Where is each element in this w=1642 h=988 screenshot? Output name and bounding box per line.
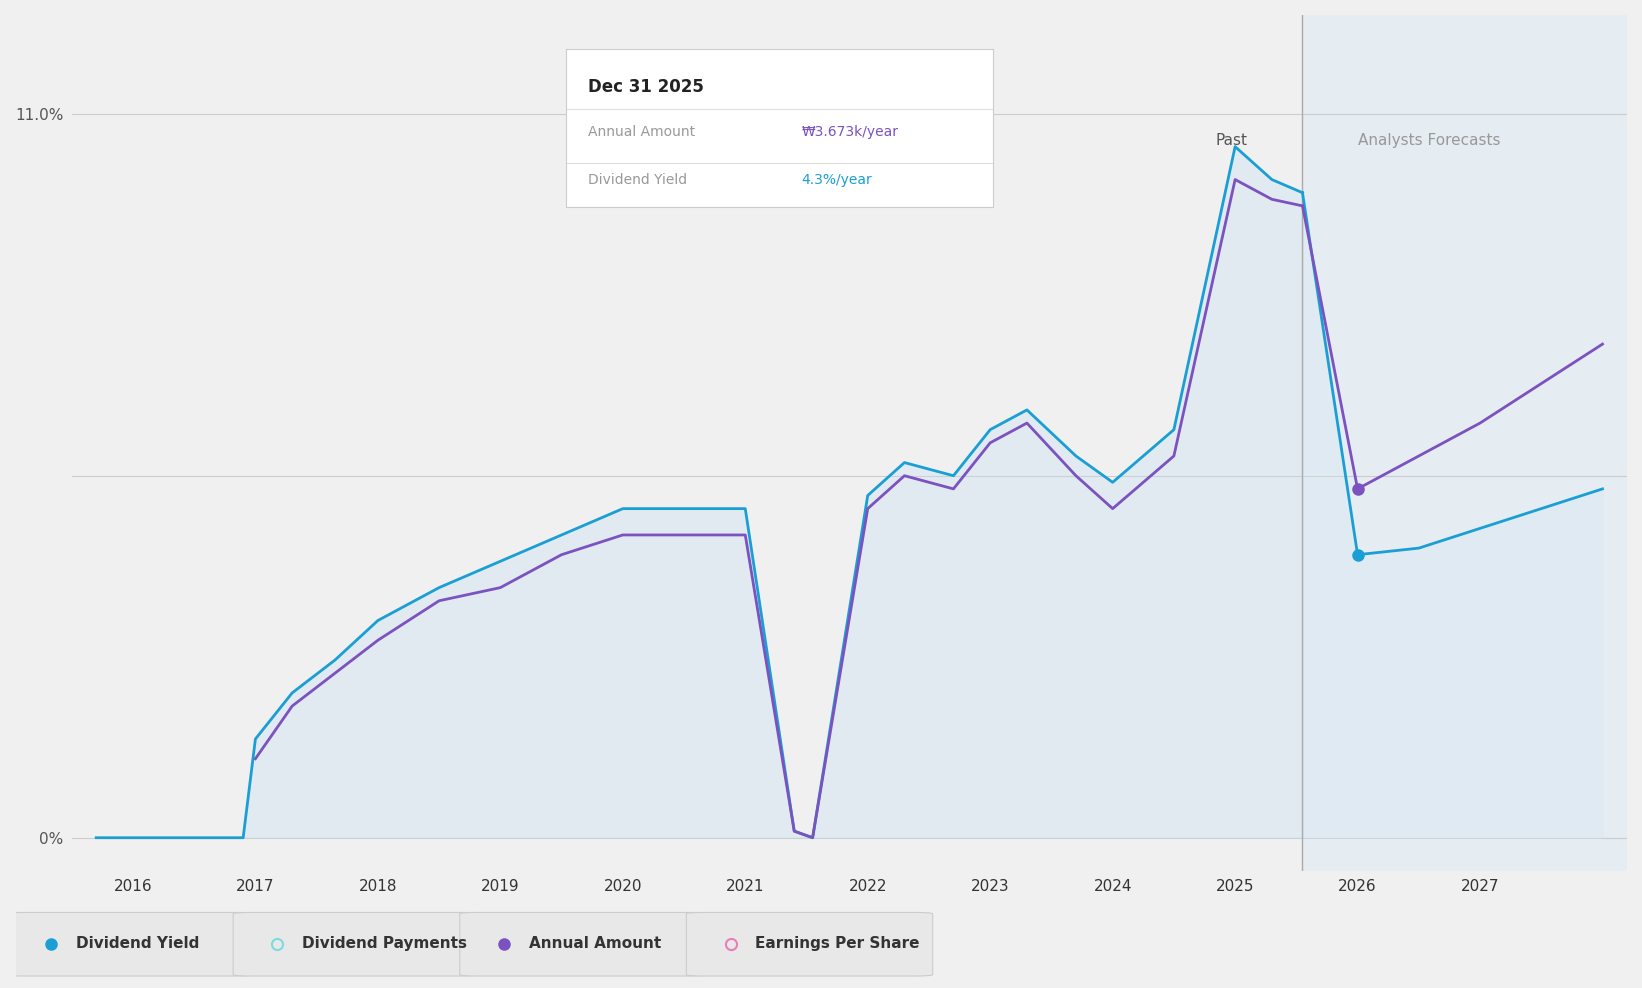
Bar [1302,15,1627,870]
Text: ₩3.673k/year: ₩3.673k/year [801,125,898,139]
Text: Past: Past [1215,133,1248,148]
FancyBboxPatch shape [233,913,479,976]
Text: Annual Amount: Annual Amount [588,125,695,139]
Text: Dividend Yield: Dividend Yield [76,936,199,951]
Text: Dec 31 2025: Dec 31 2025 [588,78,704,96]
FancyBboxPatch shape [686,913,933,976]
Text: Dividend Payments: Dividend Payments [302,936,466,951]
FancyBboxPatch shape [7,913,253,976]
Text: Earnings Per Share: Earnings Per Share [755,936,920,951]
Text: 4.3%/year: 4.3%/year [801,173,872,187]
FancyBboxPatch shape [460,913,706,976]
Text: Annual Amount: Annual Amount [529,936,662,951]
Text: Analysts Forecasts: Analysts Forecasts [1358,133,1501,148]
Text: Dividend Yield: Dividend Yield [588,173,686,187]
